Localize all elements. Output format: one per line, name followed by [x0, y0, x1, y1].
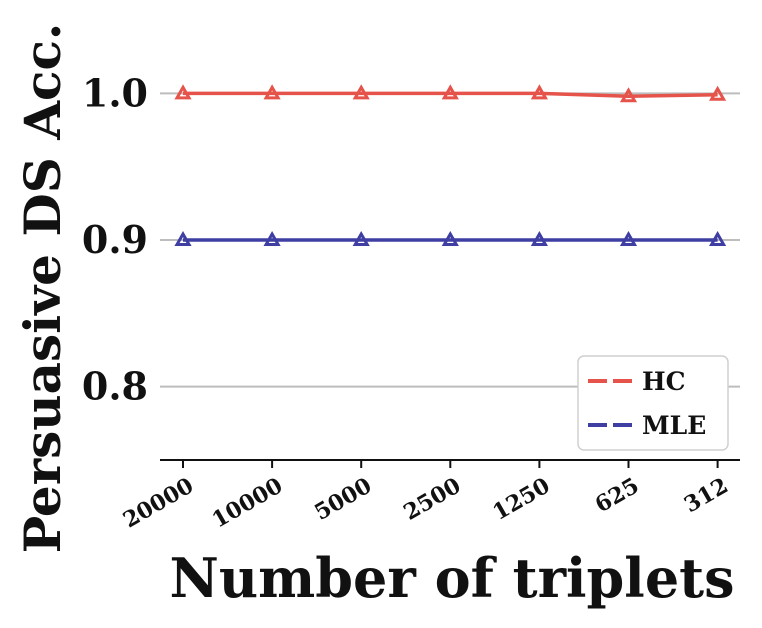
- x-tick-label: 1250: [488, 473, 554, 526]
- data-point-mle: [174, 230, 192, 246]
- data-point-mle: [619, 230, 638, 246]
- x-axis-title: Number of triplets: [169, 546, 734, 610]
- data-point-hc: [619, 87, 638, 103]
- axes: 0.8 0.9 1.0 20000 10000 5000 2500 1250 625 312: [82, 70, 740, 533]
- data-point-hc: [352, 84, 370, 100]
- y-tick-label: 0.9: [82, 217, 148, 262]
- x-tick-label: 2500: [399, 473, 465, 526]
- data-point-hc: [441, 84, 459, 100]
- x-tick-label: 5000: [310, 473, 376, 526]
- x-tick-label: 20000: [119, 473, 198, 534]
- y-tick-label: 0.8: [82, 364, 148, 409]
- data-point-mle: [263, 230, 281, 246]
- data-point-hc: [530, 84, 548, 100]
- x-tick-label: 10000: [208, 473, 287, 534]
- data-point-hc: [709, 85, 727, 101]
- legend-label-hc: HC: [642, 367, 686, 396]
- y-axis-title: Persuasive DS Acc.: [13, 23, 72, 554]
- data-point-mle: [441, 230, 459, 246]
- data-point-hc: [174, 84, 192, 100]
- series-line-hc: [183, 91, 718, 99]
- data-point-mle: [530, 230, 548, 246]
- data-point-hc: [263, 84, 281, 100]
- legend-label-mle: MLE: [642, 411, 706, 440]
- x-tick-label: 312: [680, 473, 733, 518]
- series-lines: [174, 84, 727, 246]
- y-tick-label: 1.0: [82, 70, 148, 115]
- x-tick-label: 625: [591, 473, 644, 518]
- data-point-mle: [709, 230, 727, 246]
- legend: HC MLE: [577, 355, 729, 451]
- data-point-mle: [352, 230, 370, 246]
